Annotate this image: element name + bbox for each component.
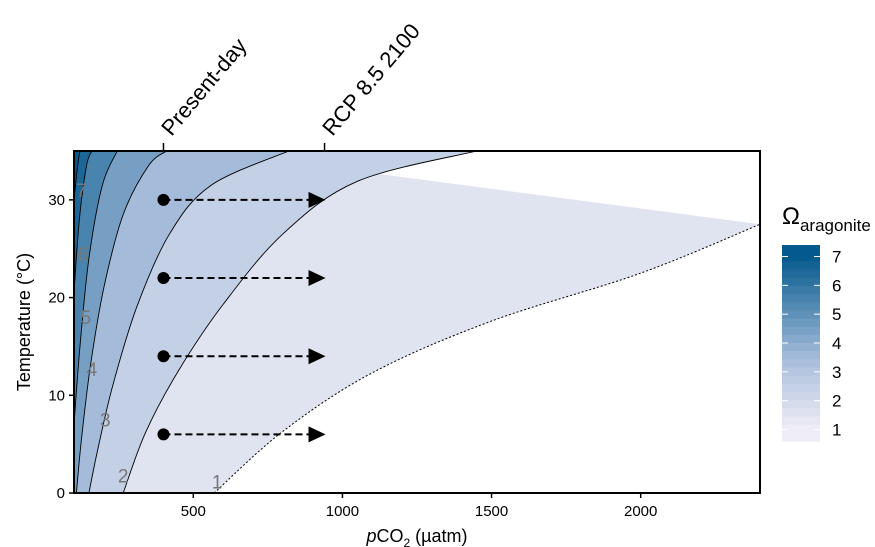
- legend-swatch-8: [782, 310, 820, 320]
- scenario-dot-2: [157, 350, 170, 363]
- legend-label-6: 6: [832, 276, 841, 295]
- legend-swatch-21: [782, 416, 820, 426]
- y-axis: 0 10 20 30: [48, 192, 74, 502]
- band-above-5: [74, 151, 118, 425]
- legend-swatch-13: [782, 351, 820, 360]
- scenario-arrows: [157, 191, 326, 443]
- legend-swatch-6: [782, 294, 820, 303]
- legend-swatch-0: [782, 245, 820, 254]
- contour-label-5: 5: [81, 308, 92, 329]
- contour-fills: [74, 151, 760, 493]
- legend-swatch-20: [782, 408, 820, 418]
- legend-swatch-3: [782, 269, 820, 279]
- band-above-6: [74, 151, 92, 293]
- legend-swatch-22: [782, 424, 820, 434]
- x-tick-label-1500: 1500: [475, 503, 508, 520]
- legend-swatch-23: [782, 432, 820, 442]
- contour-line-4: [75, 151, 167, 493]
- legend: 7 6 5 4 3 2 1: [782, 245, 841, 442]
- contour-label-7: 7: [76, 181, 87, 202]
- legend-label-7: 7: [832, 248, 841, 267]
- legend-swatch-18: [782, 392, 820, 401]
- scenario-dot-3: [157, 428, 170, 441]
- x-axis: 500 1000 1500 2000: [181, 493, 657, 520]
- contour-line-5: [74, 151, 118, 425]
- legend-swatch-1: [782, 253, 820, 262]
- scenario-arrowhead-3: [308, 426, 326, 443]
- top-marker-label-1: RCP 8.5 2100: [317, 19, 425, 141]
- legend-swatch-14: [782, 359, 820, 369]
- contour-labels: 1 2 3 4 5 6 7: [76, 181, 222, 493]
- x-tick-label-500: 500: [181, 503, 206, 520]
- contour-label-2: 2: [118, 466, 129, 487]
- band-above-3: [74, 151, 289, 493]
- legend-label-3: 3: [832, 363, 841, 382]
- contour-line-2: [122, 151, 477, 493]
- y-tick-label-10: 10: [48, 387, 65, 404]
- y-tick-label-20: 20: [48, 290, 65, 307]
- contour-lines: [74, 151, 760, 493]
- contour-line-1: [213, 223, 760, 493]
- legend-label-1: 1: [832, 420, 841, 439]
- x-tick-label-1000: 1000: [326, 503, 359, 520]
- legend-swatch-16: [782, 375, 820, 385]
- legend-swatch-19: [782, 400, 820, 409]
- band-above-7: [74, 151, 80, 200]
- contour-label-4: 4: [87, 360, 98, 381]
- scenario-arrowhead-2: [308, 348, 326, 365]
- y-tick-label-30: 30: [48, 192, 65, 209]
- top-marker-label-0: Present-day: [156, 33, 251, 140]
- legend-label-2: 2: [832, 392, 841, 411]
- plot-frame: [73, 150, 761, 494]
- band-above-2: [74, 151, 477, 493]
- legend-swatch-15: [782, 367, 820, 377]
- contour-label-6: 6: [78, 245, 89, 266]
- legend-swatch-2: [782, 261, 820, 271]
- legend-swatch-10: [782, 326, 820, 336]
- y-tick-label-0: 0: [57, 485, 65, 502]
- legend-swatch-9: [782, 318, 820, 328]
- legend-swatch-12: [782, 343, 820, 352]
- legend-swatch-4: [782, 277, 820, 287]
- band-above-4: [74, 151, 167, 493]
- x-axis-title: pCO2 (µatm): [365, 526, 467, 547]
- contour-label-1: 1: [212, 472, 223, 493]
- scenario-arrowhead-0: [308, 191, 326, 208]
- contour-line-3: [88, 151, 289, 493]
- legend-swatch-7: [782, 302, 820, 311]
- x-tick-label-2000: 2000: [624, 503, 657, 520]
- legend-swatch-11: [782, 334, 820, 344]
- legend-swatch-5: [782, 285, 820, 295]
- contour-label-3: 3: [100, 411, 111, 432]
- top-markers: Present-day RCP 8.5 2100: [156, 19, 425, 151]
- contour-line-6: [74, 151, 93, 293]
- legend-swatch-17: [782, 383, 820, 393]
- scenario-dot-1: [157, 272, 170, 285]
- y-axis-title: Temperature (°C): [14, 253, 34, 391]
- legend-label-5: 5: [832, 305, 841, 324]
- legend-title: Ωaragonite: [782, 203, 871, 235]
- scenario-arrowhead-1: [308, 270, 326, 287]
- legend-label-4: 4: [832, 334, 841, 353]
- scenario-dot-0: [157, 193, 170, 206]
